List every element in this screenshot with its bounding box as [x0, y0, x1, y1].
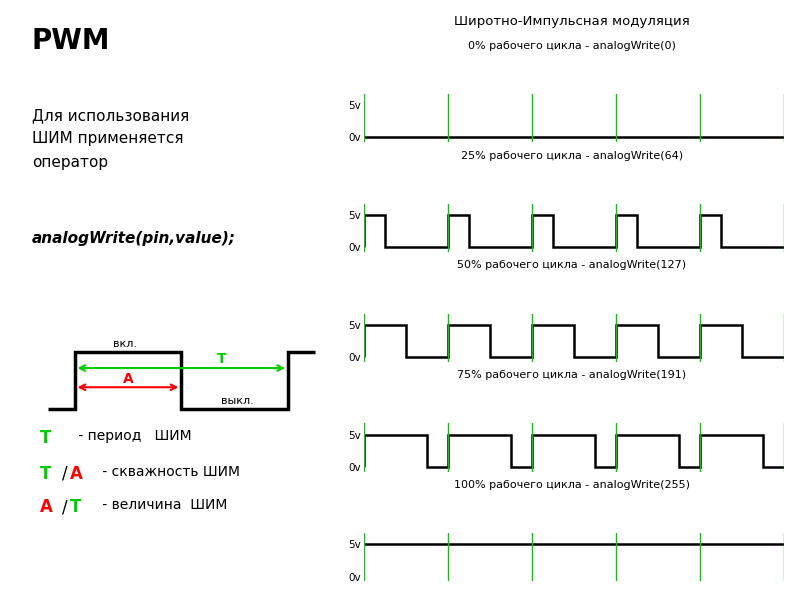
- Text: /: /: [62, 498, 68, 516]
- Text: Т: Т: [40, 429, 51, 447]
- Text: выкл.: выкл.: [222, 396, 254, 406]
- Text: /: /: [62, 465, 68, 483]
- Text: Т: Т: [40, 465, 51, 483]
- Text: T: T: [217, 352, 226, 367]
- Text: A: A: [122, 371, 134, 386]
- Text: Т: Т: [70, 498, 81, 516]
- Text: analogWrite(pin,value);: analogWrite(pin,value);: [32, 231, 236, 246]
- Text: 25% рабочего цикла - analogWrite(64): 25% рабочего цикла - analogWrite(64): [461, 151, 683, 161]
- Text: Широтно-Импульсная модуляция: Широтно-Импульсная модуляция: [454, 15, 690, 28]
- Text: А: А: [70, 465, 82, 483]
- Text: - скважность ШИМ: - скважность ШИМ: [98, 465, 240, 479]
- Text: 0% рабочего цикла - analogWrite(0): 0% рабочего цикла - analogWrite(0): [468, 41, 676, 51]
- Text: вкл.: вкл.: [114, 340, 138, 349]
- Text: Для использования
ШИМ применяется
оператор: Для использования ШИМ применяется операт…: [32, 108, 190, 170]
- Text: А: А: [40, 498, 53, 516]
- Text: 100% рабочего цикла - analogWrite(255): 100% рабочего цикла - analogWrite(255): [454, 480, 690, 490]
- Text: 50% рабочего цикла - analogWrite(127): 50% рабочего цикла - analogWrite(127): [458, 260, 686, 271]
- Text: PWM: PWM: [32, 27, 110, 55]
- Text: 75% рабочего цикла - analogWrite(191): 75% рабочего цикла - analogWrite(191): [458, 370, 686, 380]
- Text: - величина  ШИМ: - величина ШИМ: [98, 498, 228, 512]
- Text: - период   ШИМ: - период ШИМ: [74, 429, 191, 443]
